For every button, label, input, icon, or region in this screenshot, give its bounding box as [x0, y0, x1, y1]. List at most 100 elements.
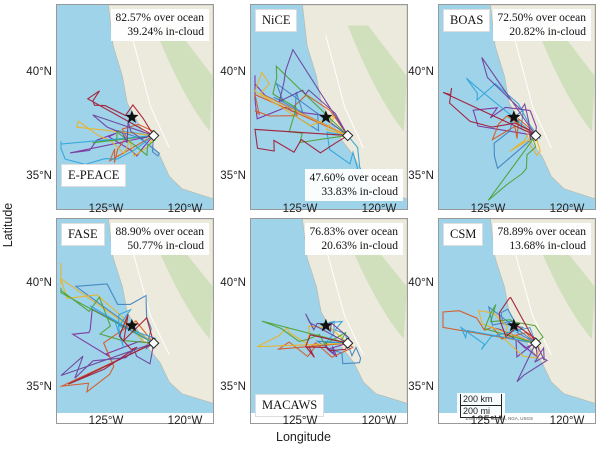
flight-track — [315, 340, 362, 365]
flight-track — [254, 71, 348, 137]
y-tick-label: 40°N — [408, 66, 434, 78]
mountain-region — [153, 25, 213, 132]
x-tick-label: 125°W — [470, 415, 506, 427]
map-panel-fase: 88.90% over ocean 50.77% in-cloud FASE — [56, 218, 214, 424]
x-tick-label: 125°W — [282, 203, 318, 215]
flight-track — [86, 90, 155, 137]
panel-stats: 72.50% over ocean 20.82% in-cloud — [492, 9, 591, 41]
panel-stats: 88.90% over ocean 50.77% in-cloud — [110, 223, 209, 255]
flight-track — [326, 131, 366, 178]
scale-km: 200 km — [460, 394, 502, 406]
map-panel-nice: 47.60% over ocean 33.83% in-cloud NiCE — [250, 4, 408, 210]
y-tick-label: 40°N — [220, 277, 246, 289]
campaign-label: CSM — [443, 223, 484, 246]
mountain-region — [535, 238, 595, 340]
y-tick-label: 40°N — [220, 66, 246, 78]
cloud-percentage: 39.24% in-cloud — [127, 26, 204, 38]
ocean-percentage: 88.90% over ocean — [115, 226, 204, 238]
x-tick-label: 125°W — [88, 415, 124, 427]
flight-track — [60, 342, 155, 379]
map-scale-bar: 200 km 200 mi — [457, 393, 505, 419]
map-panel-csm: 78.89% over ocean 13.68% in-cloud CSM 20… — [438, 218, 596, 424]
diamond-marker — [148, 337, 160, 349]
flight-track — [254, 128, 349, 154]
y-tick-label: 40°N — [26, 66, 52, 78]
flight-track — [261, 320, 348, 345]
flight-track — [92, 131, 156, 157]
flight-track — [60, 287, 154, 344]
highway-line — [325, 247, 364, 356]
flight-track — [516, 342, 549, 383]
mountain-region — [535, 25, 595, 132]
star-marker — [507, 110, 521, 123]
highway-line — [131, 35, 170, 149]
map-panel-boas: 72.50% over ocean 20.82% in-cloud BOAS — [438, 4, 596, 210]
y-tick-label: 35°N — [26, 170, 52, 182]
x-tick-label: 125°W — [282, 415, 318, 427]
campaign-label: NiCE — [255, 9, 298, 32]
panel-stats: 47.60% over ocean 33.83% in-cloud — [304, 169, 403, 201]
panel-stats: 82.57% over ocean 39.24% in-cloud — [110, 9, 209, 41]
y-tick-label: 40°N — [408, 277, 434, 289]
mountain-region — [153, 238, 213, 340]
highway-line — [131, 247, 170, 356]
y-tick-label: 35°N — [26, 381, 52, 393]
flight-track — [509, 130, 541, 157]
diamond-marker — [530, 129, 542, 142]
star-marker — [507, 318, 521, 332]
cloud-percentage: 20.63% in-cloud — [321, 240, 398, 252]
flight-track — [278, 48, 349, 136]
flight-track — [498, 296, 537, 344]
star-marker — [125, 110, 139, 123]
star-marker — [319, 318, 333, 332]
map-panel-e-peace: 82.57% over ocean 39.24% in-cloud E-PEAC… — [56, 4, 214, 210]
x-tick-label: 120°W — [361, 415, 397, 427]
flight-track — [71, 308, 154, 358]
flight-track — [495, 327, 539, 359]
flight-track — [272, 64, 349, 144]
diamond-marker — [342, 129, 354, 142]
flight-track — [60, 263, 155, 344]
flight-track — [254, 75, 349, 137]
star-marker — [319, 110, 333, 123]
flight-track — [74, 283, 155, 350]
ocean-percentage: 76.83% over ocean — [309, 226, 398, 238]
panel-stats: 78.89% over ocean 13.68% in-cloud — [492, 223, 591, 255]
x-tick-label: 120°W — [167, 203, 203, 215]
cloud-percentage: 33.83% in-cloud — [321, 186, 398, 198]
scale-mi: 200 mi — [460, 406, 502, 418]
campaign-label: BOAS — [443, 9, 491, 32]
flight-track — [108, 123, 156, 163]
flight-track — [89, 305, 157, 348]
x-tick-label: 120°W — [549, 203, 585, 215]
diamond-marker — [148, 129, 160, 142]
x-tick-label: 120°W — [361, 203, 397, 215]
campaign-label: FASE — [61, 223, 105, 246]
diamond-marker — [342, 337, 354, 349]
flight-track — [92, 114, 154, 144]
cloud-percentage: 50.77% in-cloud — [127, 240, 204, 252]
y-tick-label: 35°N — [220, 170, 246, 182]
highway-line — [325, 35, 364, 149]
diamond-marker — [530, 337, 542, 349]
highway-line — [513, 247, 552, 356]
flight-track — [60, 135, 155, 165]
flight-track — [256, 325, 349, 348]
mountain-region — [347, 238, 407, 340]
mountain-region — [347, 25, 407, 132]
cloud-percentage: 13.68% in-cloud — [509, 240, 586, 252]
star-marker — [125, 318, 139, 332]
flight-track — [305, 334, 349, 358]
highway-line — [513, 35, 552, 149]
x-tick-label: 120°W — [549, 415, 585, 427]
y-tick-label: 40°N — [26, 277, 52, 289]
x-tick-label: 125°W — [88, 203, 124, 215]
flight-track — [481, 57, 537, 141]
campaign-label: E-PEACE — [61, 164, 127, 187]
map-panel-macaws: 76.83% over ocean 20.63% in-cloud MACAWS — [250, 218, 408, 424]
flight-track — [254, 93, 349, 137]
panel-stats: 76.83% over ocean 20.63% in-cloud — [304, 223, 403, 255]
ocean-percentage: 78.89% over ocean — [497, 226, 586, 238]
flight-track — [493, 108, 537, 170]
